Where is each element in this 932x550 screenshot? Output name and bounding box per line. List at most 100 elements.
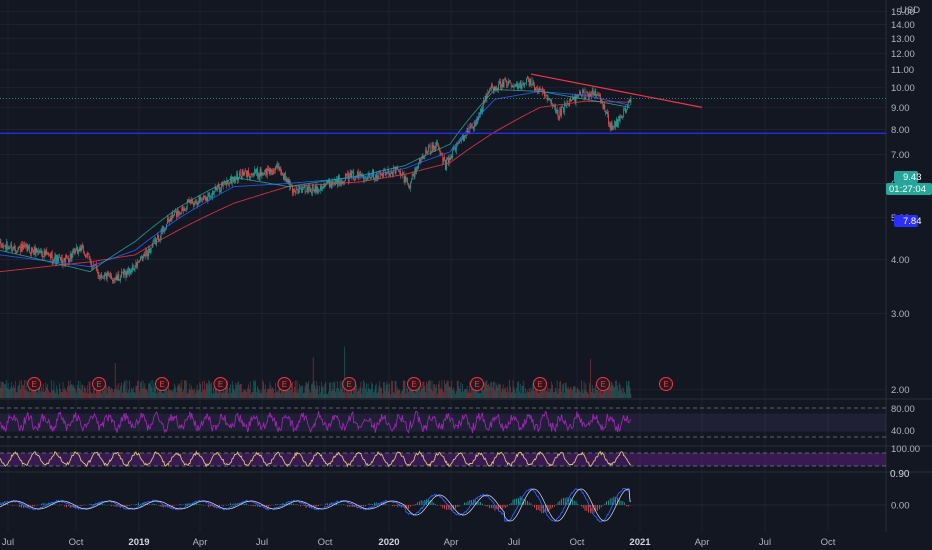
volume-bar — [111, 387, 112, 398]
candle-body — [376, 174, 378, 178]
trendline[interactable] — [530, 73, 703, 108]
candle-body — [231, 179, 233, 184]
candle-body — [278, 166, 280, 170]
candle-body — [226, 180, 228, 185]
volume-bar — [601, 393, 603, 398]
earnings-marker[interactable] — [342, 377, 357, 391]
candle-body — [23, 244, 25, 246]
candle-body — [486, 95, 488, 100]
earnings-marker[interactable] — [470, 377, 484, 391]
volume-bar — [306, 382, 308, 398]
candle-body — [122, 272, 124, 275]
candle-body — [9, 247, 11, 249]
macd-hist-bar — [370, 504, 372, 505]
macd-hist-bar — [590, 505, 591, 514]
volume-bar — [112, 388, 113, 398]
volume-bar — [575, 392, 577, 398]
earnings-marker[interactable] — [596, 377, 610, 391]
candle-body — [443, 157, 445, 163]
candle-body — [314, 186, 316, 192]
volume-bar — [372, 383, 373, 398]
candle-body — [572, 97, 573, 101]
macd-hist-bar — [620, 500, 622, 505]
earnings-marker[interactable] — [407, 377, 421, 391]
candle-body — [60, 257, 62, 260]
candle-body — [433, 146, 435, 149]
macd-hist-bar — [113, 505, 114, 506]
volume-bar — [504, 387, 506, 398]
candle-body — [302, 186, 303, 193]
volume-bar — [553, 392, 554, 398]
volume-bar — [432, 391, 434, 398]
candle-body — [584, 97, 586, 99]
volume-bar — [350, 386, 352, 398]
candle-body — [430, 151, 432, 153]
volume-bar — [308, 381, 310, 398]
volume-bar — [9, 389, 11, 398]
macd-hist-bar — [518, 497, 519, 505]
candle-body — [105, 274, 107, 279]
volume-bar — [158, 385, 160, 398]
macd-hist-bar — [343, 504, 345, 505]
stoch-tick-label: 100.00 — [891, 444, 920, 455]
volume-bar — [355, 382, 356, 398]
earnings-marker[interactable] — [213, 377, 228, 391]
candle-body — [607, 111, 608, 114]
candle-body — [257, 168, 258, 177]
macd-hist-bar — [266, 505, 267, 508]
candle-body — [390, 173, 391, 176]
candle-body — [508, 81, 509, 85]
candle-body — [383, 170, 384, 177]
macd-hist-bar — [350, 505, 352, 507]
time-axis[interactable]: Jul Oct 2019 Apr Jul Oct 2020 Apr Jul Oct 2021 Apr J… — [2, 537, 836, 548]
candle-body — [238, 177, 239, 181]
volume-bar — [176, 392, 177, 398]
candle-body — [531, 84, 533, 86]
candle-body — [263, 173, 265, 175]
candle-body — [558, 116, 560, 119]
earnings-marker[interactable] — [533, 377, 547, 391]
candle-body — [127, 270, 129, 274]
volume-bar — [243, 389, 245, 398]
earnings-marker[interactable] — [92, 377, 106, 391]
candle-body — [179, 212, 181, 214]
volume-bar — [378, 385, 380, 398]
candle-body — [209, 193, 211, 198]
volume-bar — [406, 386, 408, 398]
volume-bar — [253, 380, 255, 398]
candle-body — [420, 157, 422, 162]
volume-bar — [251, 391, 253, 398]
earnings-marker[interactable] — [155, 377, 169, 391]
volume-bar — [55, 393, 57, 398]
candle-body — [484, 95, 486, 103]
candle-body — [277, 166, 279, 167]
volume-bar — [204, 390, 206, 398]
volume-bar — [340, 389, 342, 398]
candle-body — [219, 187, 220, 192]
earnings-marker[interactable] — [277, 377, 292, 391]
volume-bar — [477, 393, 479, 398]
candle-body — [12, 248, 13, 251]
candle-body — [282, 172, 283, 175]
macd-hist-bar — [505, 505, 507, 509]
candle-body — [120, 277, 121, 281]
volume-bar — [202, 381, 203, 398]
volume-bar — [260, 389, 262, 398]
volume-bar — [152, 391, 154, 398]
volume-bar — [630, 393, 632, 398]
earnings-marker[interactable] — [27, 377, 42, 391]
candle-body — [446, 159, 447, 170]
volume-bar — [173, 389, 175, 398]
candle-body — [322, 187, 324, 188]
earnings-marker[interactable] — [659, 377, 673, 391]
macd-hist-bar — [134, 504, 136, 505]
candle-body — [215, 187, 217, 190]
candle-body — [14, 246, 15, 249]
volume-bar — [490, 382, 491, 398]
candle-body — [140, 256, 141, 261]
candle-body — [265, 168, 266, 173]
volume-bar — [167, 385, 169, 398]
volume-bar — [102, 383, 103, 398]
